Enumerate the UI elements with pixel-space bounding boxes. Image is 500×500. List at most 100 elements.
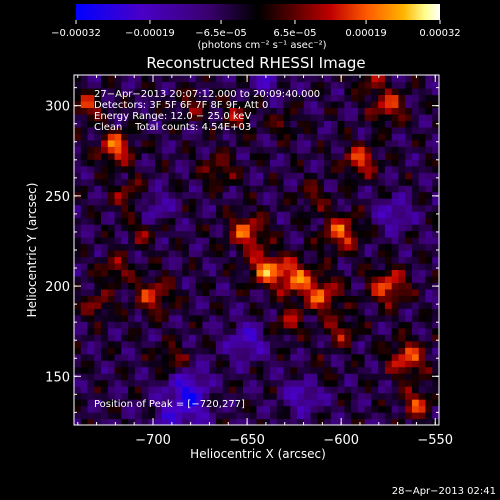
heatmap-cell — [405, 100, 413, 109]
heatmap-cell — [256, 347, 264, 355]
heatmap-cell — [391, 243, 400, 251]
heatmap-cell — [101, 243, 109, 251]
heatmap-cell — [107, 133, 116, 141]
heatmap-cell — [425, 198, 433, 206]
heatmap-cell — [175, 94, 183, 102]
heatmap-cell — [74, 87, 82, 96]
heatmap-cell — [276, 191, 285, 199]
heatmap-cell — [317, 353, 325, 361]
heatmap-cell — [283, 366, 291, 374]
heatmap-cell — [364, 211, 373, 219]
heatmap-cell — [141, 81, 149, 89]
heatmap-cell — [432, 113, 439, 121]
heatmap-cell — [161, 321, 170, 329]
heatmap-cell — [242, 191, 251, 199]
heatmap-cell — [256, 165, 264, 173]
heatmap-cell — [405, 159, 413, 167]
heatmap-cell — [229, 146, 237, 154]
heatmap-cell — [418, 172, 427, 180]
heatmap-cell — [418, 198, 427, 206]
heatmap-cell — [324, 107, 332, 115]
heatmap-cell — [175, 126, 183, 134]
heatmap-cell — [74, 178, 82, 186]
heatmap-cell — [236, 282, 244, 290]
heatmap-cell — [80, 347, 89, 355]
heatmap-cell — [222, 334, 231, 342]
heatmap-cell — [128, 340, 136, 348]
heatmap-cell — [297, 347, 305, 355]
heatmap-cell — [270, 366, 278, 374]
heatmap-cell — [128, 366, 136, 374]
heatmap-cell — [256, 126, 264, 134]
heatmap-cell — [134, 295, 143, 303]
heatmap-cell — [378, 262, 386, 271]
heatmap-cell — [148, 373, 156, 381]
heatmap-cell — [128, 418, 136, 425]
heatmap-cell — [378, 211, 386, 219]
heatmap-cell — [182, 87, 190, 96]
heatmap-cell — [297, 340, 305, 348]
heatmap-cell — [283, 256, 291, 264]
heatmap-cell — [283, 120, 291, 128]
heatmap-cell — [215, 178, 224, 186]
heatmap-cell — [128, 288, 136, 296]
heatmap-cell — [134, 211, 143, 219]
heatmap-cell — [337, 412, 345, 420]
heatmap-cell — [411, 198, 420, 206]
heatmap-cell — [94, 314, 102, 322]
heatmap-cell — [371, 379, 379, 387]
heatmap-cell — [256, 243, 264, 251]
heatmap-cell — [317, 373, 325, 381]
heatmap-cell — [148, 217, 156, 225]
heatmap-cell — [391, 139, 400, 147]
heatmap-cell — [303, 75, 312, 83]
heatmap-cell — [432, 139, 439, 147]
heatmap-cell — [290, 295, 298, 303]
heatmap-cell — [330, 308, 339, 316]
heatmap-cell — [418, 204, 427, 212]
heatmap-cell — [418, 269, 427, 277]
heatmap-cell — [324, 178, 332, 186]
heatmap-cell — [242, 379, 251, 387]
heatmap-cell — [155, 262, 163, 271]
heatmap-cell — [114, 256, 122, 264]
heatmap-cell — [276, 126, 285, 134]
heatmap-cell — [94, 256, 102, 264]
heatmap-cell — [222, 107, 231, 115]
heatmap-cell — [303, 87, 312, 96]
heatmap-cell — [141, 94, 149, 102]
heatmap-cell — [351, 321, 359, 329]
heatmap-cell — [141, 392, 149, 400]
heatmap-cell — [242, 113, 251, 121]
heatmap-cell — [229, 399, 237, 407]
heatmap-cell — [134, 191, 143, 199]
heatmap-cell — [195, 412, 204, 420]
heatmap-cell — [344, 314, 352, 322]
x-tick-label: −600 — [323, 433, 359, 448]
heatmap-cell — [121, 282, 129, 290]
heatmap-cell — [155, 360, 163, 368]
heatmap-cell — [384, 191, 393, 199]
heatmap-cell — [229, 126, 237, 134]
heatmap-cell — [87, 412, 95, 420]
heatmap-cell — [155, 301, 163, 309]
heatmap-cell — [215, 230, 224, 238]
heatmap-cell — [337, 224, 345, 232]
heatmap-cell — [155, 321, 163, 329]
heatmap-cell — [364, 295, 373, 303]
heatmap-cell — [263, 81, 271, 89]
heatmap-cell — [337, 366, 345, 374]
heatmap-cell — [229, 295, 237, 303]
heatmap-cell — [107, 282, 116, 290]
heatmap-cell — [256, 217, 264, 225]
heatmap-cell — [128, 405, 136, 413]
heatmap-cell — [324, 139, 332, 147]
heatmap-cell — [378, 204, 386, 212]
heatmap-cell — [283, 113, 291, 121]
heatmap-cell — [74, 75, 82, 83]
heatmap-cell — [121, 107, 129, 115]
heatmap-cell — [121, 288, 129, 296]
heatmap-cell — [74, 418, 82, 425]
heatmap-cell — [391, 250, 400, 258]
heatmap-cell — [378, 126, 386, 134]
